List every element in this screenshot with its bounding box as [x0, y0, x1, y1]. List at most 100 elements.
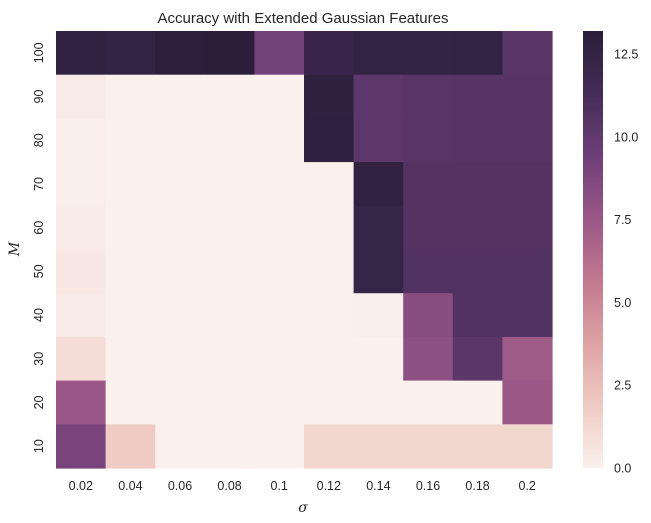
heatmap-cell: [403, 162, 454, 207]
x-tick-label: 0.06: [168, 479, 192, 493]
heatmap-cell: [204, 31, 255, 76]
heatmap-cell: [204, 118, 255, 163]
colorbar: [583, 31, 603, 468]
x-tick-label: 0.18: [465, 479, 489, 493]
heatmap-cell: [204, 249, 255, 294]
heatmap-cell: [304, 380, 355, 425]
heatmap-cell: [502, 293, 553, 338]
heatmap-cell: [56, 424, 107, 469]
heatmap-cell: [254, 205, 305, 251]
heatmap-cell: [56, 118, 107, 163]
heatmap-cell: [502, 31, 553, 76]
colorbar-ticks: 0.0 2.5 5.0 7.5 10.0 12.5: [614, 48, 638, 476]
heatmap-cell: [155, 336, 206, 382]
colorbar-tick-label: 2.5: [614, 379, 631, 393]
heatmap-cell: [304, 31, 355, 76]
heatmap-cell: [204, 424, 255, 469]
heatmap-cell: [155, 162, 206, 207]
heatmap-cell: [452, 205, 503, 251]
heatmap-cell: [254, 74, 305, 119]
colorbar-tick-label: 12.5: [614, 48, 638, 62]
heatmap-cell: [403, 205, 454, 251]
heatmap-cell: [204, 205, 255, 251]
heatmap-cell: [56, 336, 107, 382]
colorbar-tick-label: 5.0: [614, 296, 631, 310]
heatmap-cell: [304, 162, 355, 207]
y-tick-label: 20: [32, 395, 46, 409]
heatmap-cell: [304, 293, 355, 338]
x-tick-label: 0.2: [519, 479, 536, 493]
heatmap-cell: [502, 336, 553, 382]
heatmap-cell: [105, 118, 156, 163]
x-axis-ticks: 0.02 0.04 0.06 0.08 0.1 0.12 0.14 0.16 0.18 0.2: [69, 479, 536, 493]
heatmap-cell: [403, 424, 454, 469]
x-tick-label: 0.02: [69, 479, 93, 493]
heatmap-cell: [452, 380, 503, 425]
y-tick-label: 10: [32, 439, 46, 453]
y-tick-label: 50: [32, 264, 46, 278]
heatmap-cell: [452, 162, 503, 207]
heatmap-cell: [155, 249, 206, 294]
heatmap-cell: [502, 249, 553, 294]
heatmap-cell: [105, 249, 156, 294]
heatmap-cell: [105, 162, 156, 207]
y-tick-label: 70: [32, 177, 46, 191]
heatmap-cell: [403, 336, 454, 382]
heatmap-cell: [254, 162, 305, 207]
heatmap-cell: [403, 380, 454, 425]
heatmap-cell: [304, 249, 355, 294]
heatmap-cell: [502, 380, 553, 425]
heatmap-cell: [155, 205, 206, 251]
y-tick-label: 60: [32, 221, 46, 235]
heatmap-cell: [452, 336, 503, 382]
heatmap-cell: [353, 205, 404, 251]
heatmap-cell: [254, 380, 305, 425]
heatmap-cell: [155, 380, 206, 425]
heatmap-cell: [254, 293, 305, 338]
heatmap-cell: [56, 205, 107, 251]
heatmap-cell: [254, 31, 305, 76]
heatmap-cell: [353, 293, 404, 338]
heatmap-cell: [105, 293, 156, 338]
heatmap-cell: [452, 74, 503, 119]
heatmap-cell: [353, 74, 404, 119]
heatmap-cell: [403, 74, 454, 119]
heatmap-cell: [403, 293, 454, 338]
heatmap-cell: [204, 162, 255, 207]
heatmap-cell: [105, 74, 156, 119]
heatmap-grid: [56, 31, 553, 469]
y-axis-label: M: [7, 241, 23, 257]
heatmap-cell: [56, 162, 107, 207]
heatmap-cell: [304, 205, 355, 251]
heatmap-cell: [56, 293, 107, 338]
colorbar-tick-label: 7.5: [614, 213, 631, 227]
heatmap-cell: [155, 424, 206, 469]
heatmap-cell: [254, 424, 305, 469]
heatmap-cell: [155, 118, 206, 163]
heatmap-cell: [403, 31, 454, 76]
y-tick-label: 80: [32, 133, 46, 147]
heatmap-cell: [502, 205, 553, 251]
y-axis-ticks: 100 90 80 70 60 50 40 30 20 10: [32, 42, 46, 453]
heatmap-cell: [452, 118, 503, 163]
heatmap-cell: [353, 336, 404, 382]
heatmap-cell: [254, 118, 305, 163]
x-tick-label: 0.12: [317, 479, 341, 493]
y-tick-label: 90: [32, 90, 46, 104]
chart-title: Accuracy with Extended Gaussian Features: [158, 10, 449, 27]
heatmap-cell: [155, 293, 206, 338]
heatmap-cell: [452, 31, 503, 76]
heatmap-cell: [56, 380, 107, 425]
x-tick-label: 0.16: [416, 479, 440, 493]
heatmap-cell: [254, 249, 305, 294]
heatmap-cell: [155, 31, 206, 76]
heatmap-cell: [105, 31, 156, 76]
heatmap-cell: [204, 336, 255, 382]
heatmap-cell: [105, 380, 156, 425]
heatmap-cell: [204, 293, 255, 338]
heatmap-cell: [403, 118, 454, 163]
heatmap-cell: [353, 249, 404, 294]
heatmap-cell: [105, 424, 156, 469]
y-tick-label: 40: [32, 308, 46, 322]
x-tick-label: 0.04: [118, 479, 142, 493]
